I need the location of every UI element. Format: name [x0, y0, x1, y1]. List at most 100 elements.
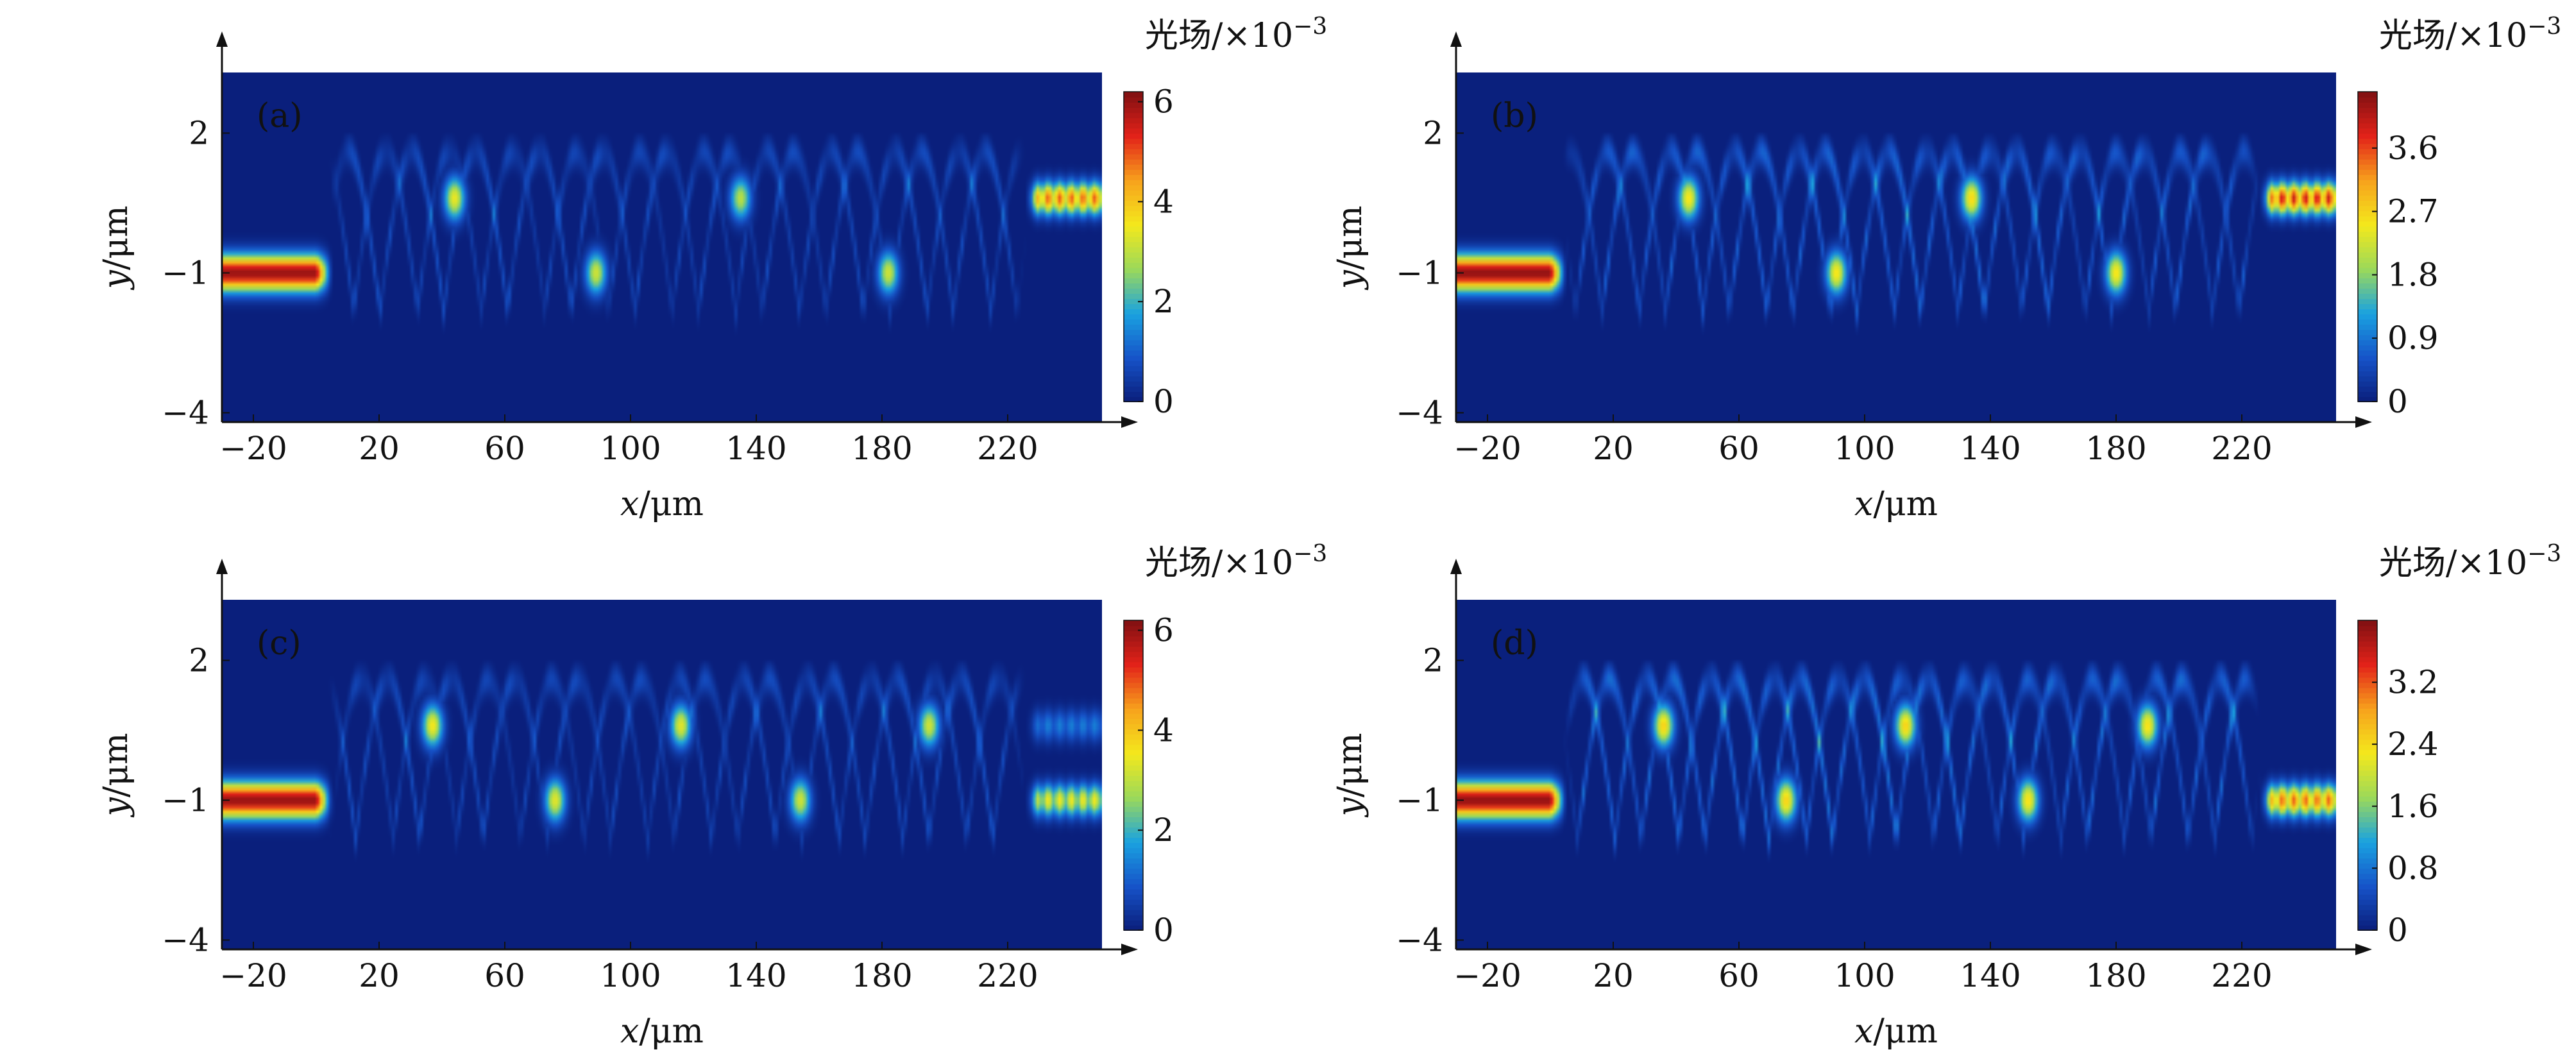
colorbar-segment: [2358, 806, 2377, 812]
colorbar-segment: [2358, 682, 2377, 688]
colorbar-segment: [1124, 92, 1143, 98]
colorbar-segment: [1124, 102, 1143, 108]
colorbar-segment: [1124, 734, 1143, 740]
x-tick-label: 60: [1718, 957, 1759, 994]
x-axis-label-unit: /μm: [1873, 1012, 1938, 1051]
y-axis-label-var: y: [1331, 270, 1369, 291]
colorbar-segment: [1124, 919, 1143, 926]
colorbar-segment: [1124, 319, 1143, 325]
colorbar-segment: [1124, 858, 1143, 864]
colorbar-segment: [1124, 827, 1143, 833]
colorbar-segment: [1124, 251, 1143, 258]
colorbar-segment: [1124, 847, 1143, 854]
colorbar-title-text: 光场/: [1145, 17, 1223, 55]
colorbar-segment: [1124, 853, 1143, 859]
colorbar-segment: [2358, 236, 2377, 242]
colorbar-segment: [2358, 169, 2377, 175]
colorbar-segment: [1124, 287, 1143, 294]
colorbar-segment: [2358, 651, 2377, 658]
x-tick-label: 140: [1960, 957, 2021, 994]
x-tick-label: 20: [359, 430, 400, 467]
y-axis-label: y/μm: [1331, 733, 1369, 817]
colorbar-segment: [2358, 894, 2377, 900]
y-tick-label: −1: [162, 781, 209, 819]
colorbar-segment: [1124, 780, 1143, 786]
y-tick-label: −4: [1396, 394, 1443, 431]
colorbar-segment: [2358, 344, 2377, 351]
panel-label: (a): [257, 97, 303, 135]
colorbar-segment: [2358, 765, 2377, 771]
colorbar-segment: [1124, 811, 1143, 817]
colorbar-frame: [2357, 620, 2378, 931]
colorbar-segment: [2358, 744, 2377, 751]
colorbar-segment: [1124, 148, 1143, 155]
colorbar-tick-label: 4: [1153, 711, 1174, 749]
colorbar-segment: [1124, 790, 1143, 797]
colorbar-segment: [2358, 899, 2377, 905]
colorbar: 0 0.8 1.6 2.4 3.2 光场/×10−3: [2357, 541, 2561, 949]
colorbar-segment: [1124, 257, 1143, 263]
colorbar-segment: [2358, 661, 2377, 668]
colorbar-segment: [2358, 257, 2377, 263]
colorbar-segment: [1124, 682, 1143, 688]
colorbar-segment: [2358, 102, 2377, 108]
y-tick-label: −1: [1396, 254, 1443, 291]
colorbar-segment: [1124, 883, 1143, 890]
colorbar-segment: [2358, 241, 2377, 248]
colorbar-tick-label: 6: [1153, 612, 1174, 649]
colorbar-segment: [2358, 200, 2377, 207]
x-tick-label: 220: [2211, 430, 2272, 467]
colorbar-tick-label: 0.8: [2387, 849, 2439, 887]
field-heatmap-image: [222, 72, 1102, 422]
colorbar-segment: [1124, 262, 1143, 268]
colorbar-segment: [1124, 314, 1143, 320]
colorbar-segment: [2358, 334, 2377, 341]
colorbar-segment: [2358, 842, 2377, 849]
colorbar-segment: [1124, 210, 1143, 217]
x-tick-label: 60: [484, 957, 525, 994]
colorbar-segment: [1124, 646, 1143, 652]
y-tick-label: −4: [162, 921, 209, 958]
colorbar-segment: [1124, 765, 1143, 771]
colorbar-segment: [2358, 123, 2377, 129]
colorbar-segment: [2358, 319, 2377, 325]
heatmap-panel-4: −20 20 60 100 140 180 220−4−12x/μmy/μm(d)00.81…: [1331, 541, 2561, 1051]
y-tick-label: −1: [162, 254, 209, 291]
colorbar-segment: [1124, 153, 1143, 160]
y-axis-arrow: [216, 31, 228, 47]
colorbar-segment: [1124, 128, 1143, 134]
colorbar-segment: [2358, 702, 2377, 709]
colorbar-segment: [2358, 832, 2377, 838]
colorbar-segment: [2358, 262, 2377, 268]
colorbar-segment: [1124, 636, 1143, 642]
colorbar-segment: [2358, 355, 2377, 361]
colorbar-segment: [1124, 760, 1143, 766]
y-axis-label-unit: /μm: [1331, 733, 1369, 797]
colorbar-segment: [1124, 666, 1143, 673]
colorbar-segment: [1124, 164, 1143, 170]
y-tick-label: −4: [1396, 921, 1443, 958]
colorbar-segment: [2358, 853, 2377, 859]
colorbar-segment: [2358, 904, 2377, 910]
colorbar-segment: [1124, 894, 1143, 900]
colorbar-segment: [2358, 888, 2377, 895]
colorbar-title-multiplier: ×10: [1223, 17, 1293, 55]
x-tick-label: −20: [219, 957, 287, 994]
colorbar-segment: [1124, 205, 1143, 212]
colorbar-segment: [2358, 386, 2377, 392]
colorbar-segment: [1124, 221, 1143, 227]
colorbar-segment: [1124, 806, 1143, 812]
colorbar-tick-label: 3.2: [2387, 664, 2439, 701]
colorbar-segment: [2358, 837, 2377, 844]
colorbar-tick-label: 0: [2387, 912, 2408, 949]
x-axis-label-var: x: [620, 485, 639, 523]
x-axis-label: x/μm: [1854, 485, 1938, 523]
colorbar-segment: [2358, 309, 2377, 315]
colorbar-segment: [1124, 816, 1143, 822]
colorbar-segment: [2358, 863, 2377, 869]
colorbar-segment: [1124, 380, 1143, 387]
colorbar-segment: [2358, 677, 2377, 683]
colorbar-segment: [2358, 780, 2377, 786]
heatmap-panel-1: −20 20 60 100 140 180 220−4−12x/μmy/μm(a)0246光…: [97, 13, 1327, 523]
x-tick-label: 220: [977, 430, 1038, 467]
